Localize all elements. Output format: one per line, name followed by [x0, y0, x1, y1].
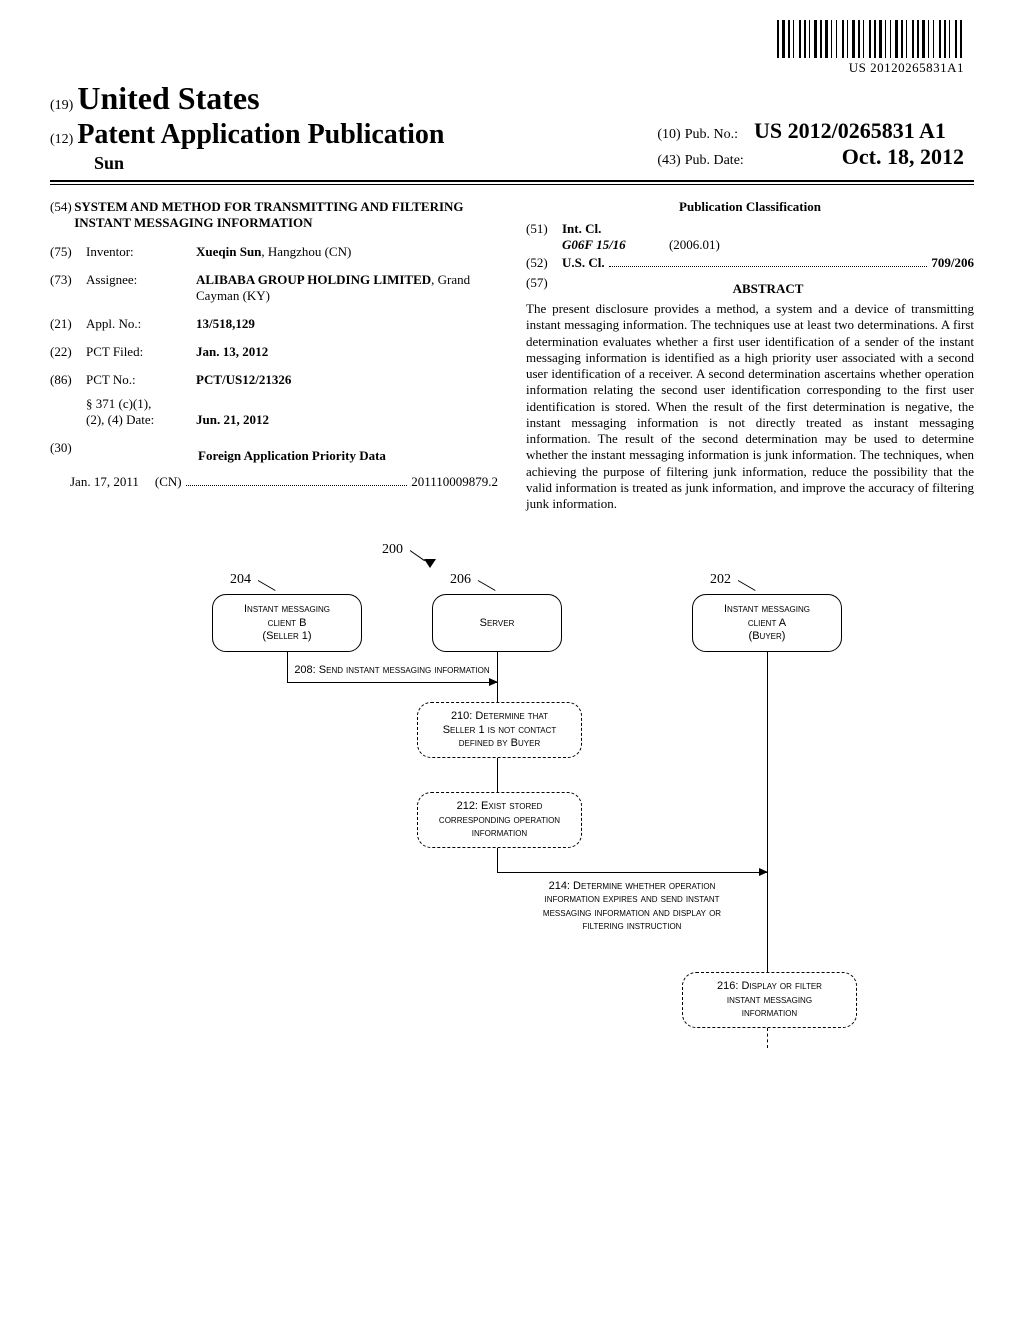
lifeline-a [767, 652, 768, 992]
uscl-label: U.S. Cl. [562, 255, 605, 271]
code-10: (10) [657, 127, 680, 142]
code-73: (73) [50, 272, 86, 304]
foreign-app-no: 201110009879.2 [411, 474, 498, 490]
pub-date-label: Pub. Date: [685, 153, 744, 168]
code-52: (52) [526, 255, 562, 271]
inventor-loc: , Hangzhou (CN) [261, 244, 351, 259]
pct-filed-row: (22) PCT Filed: Jan. 13, 2012 [50, 344, 498, 360]
box-server: Server [432, 594, 562, 652]
code-54: (54) [50, 199, 74, 232]
assignee-row: (73) Assignee: ALIBABA GROUP HOLDING LIM… [50, 272, 498, 304]
ref-204: 204 [230, 572, 251, 588]
pub-date: Oct. 18, 2012 [842, 144, 964, 169]
pct-filed-date: Jan. 13, 2012 [196, 344, 498, 360]
appl-row: (21) Appl. No.: 13/518,129 [50, 316, 498, 332]
dot-leader-2 [609, 257, 928, 267]
dot-leader [186, 475, 408, 485]
barcode-graphic [777, 20, 964, 58]
arrow-214 [497, 872, 767, 873]
rule-thin [50, 184, 974, 185]
inventor-row: (75) Inventor: Xueqin Sun, Hangzhou (CN) [50, 244, 498, 260]
s371-date: Jun. 21, 2012 [196, 412, 498, 428]
code-21: (21) [50, 316, 86, 332]
biblio-columns: (54) SYSTEM AND METHOD FOR TRANSMITTING … [50, 199, 974, 512]
abstract-text: The present disclosure provides a method… [526, 301, 974, 512]
pct-no-label: PCT No.: [86, 372, 196, 388]
box-client-a: Instant messaging client A (Buyer) [692, 594, 842, 652]
ref-206: 206 [450, 572, 471, 588]
lead-202 [738, 580, 756, 591]
pub-info-block: (10) Pub. No.: US 2012/0265831 A1 (43) P… [657, 118, 964, 170]
arrowhead-200 [424, 559, 436, 568]
arrow-208 [287, 682, 497, 683]
code-51: (51) [526, 221, 562, 253]
intcl-date: (2006.01) [669, 237, 720, 252]
box-216: 216: Display or filter instant messaging… [682, 972, 857, 1028]
classification-header: Publication Classification [526, 199, 974, 215]
lead-206 [478, 580, 496, 591]
foreign-country: (CN) [155, 474, 182, 490]
ref-200: 200 [382, 542, 403, 558]
appl-no: 13/518,129 [196, 316, 498, 332]
doc-kind-title: Patent Application Publication [77, 119, 444, 150]
rule-thick [50, 180, 974, 182]
barcode-block: US 20120265831A1 [777, 20, 964, 76]
abstract-hdr-row: (57) ABSTRACT [526, 275, 974, 301]
uscl-value: 709/206 [931, 255, 974, 271]
left-column: (54) SYSTEM AND METHOD FOR TRANSMITTING … [50, 199, 498, 512]
pub-no: US 2012/0265831 A1 [754, 118, 946, 143]
foreign-priority-header: Foreign Application Priority Data [86, 448, 498, 464]
lifeline-server-3 [497, 848, 498, 872]
intcl-label: Int. Cl. [562, 221, 974, 237]
foreign-priority-row: Jan. 17, 2011 (CN) 201110009879.2 [50, 474, 498, 490]
intcl-code: G06F 15/16 [562, 237, 626, 252]
lead-204 [258, 580, 276, 591]
appl-label: Appl. No.: [86, 316, 196, 332]
label-214: 214: Determine whether operation informa… [502, 880, 762, 933]
code-22: (22) [50, 344, 86, 360]
lifeline-server-2 [497, 758, 498, 792]
code-12: (12) [50, 132, 73, 147]
intcl-row: (51) Int. Cl. G06F 15/16 (2006.01) [526, 221, 974, 253]
sequence-diagram: 200 204 Instant messaging client B (Sell… [152, 542, 872, 1102]
box-212: 212: Exist stored corresponding operatio… [417, 792, 582, 848]
uscl-row: (52) U.S. Cl. 709/206 [526, 255, 974, 271]
code-57: (57) [526, 275, 562, 301]
label-208: 208: Send instant messaging information [262, 664, 522, 677]
pct-no-row: (86) PCT No.: PCT/US12/21326 [50, 372, 498, 388]
code-19: (19) [50, 98, 73, 113]
box-client-b: Instant messaging client B (Seller 1) [212, 594, 362, 652]
country-title: United States [77, 80, 259, 116]
code-86: (86) [50, 372, 86, 388]
pct-no: PCT/US12/21326 [196, 372, 498, 388]
abstract-header: ABSTRACT [562, 281, 974, 297]
pct-filed-label: PCT Filed: [86, 344, 196, 360]
assignee-label: Assignee: [86, 272, 196, 304]
ref-202: 202 [710, 572, 731, 588]
invention-title: SYSTEM AND METHOD FOR TRANSMITTING AND F… [74, 199, 498, 232]
code-30: (30) [50, 440, 86, 472]
code-75: (75) [50, 244, 86, 260]
lifeline-a-dash [767, 1028, 768, 1048]
s371-label: § 371 (c)(1), (2), (4) Date: [86, 396, 196, 428]
inventor-name: Xueqin Sun [196, 244, 261, 259]
box-210: 210: Determine that Seller 1 is not cont… [417, 702, 582, 758]
s371-row: § 371 (c)(1), (2), (4) Date: Jun. 21, 20… [50, 396, 498, 428]
code-43: (43) [657, 153, 680, 168]
lead-200 [410, 550, 425, 561]
title-row: (54) SYSTEM AND METHOD FOR TRANSMITTING … [50, 199, 498, 232]
foreign-date: Jan. 17, 2011 [70, 474, 139, 490]
right-column: Publication Classification (51) Int. Cl.… [526, 199, 974, 512]
barcode-text: US 20120265831A1 [777, 60, 964, 76]
pub-no-label: Pub. No.: [685, 127, 738, 142]
header: (19) United States (12) Patent Applicati… [50, 80, 974, 185]
foreign-hdr-row: (30) Foreign Application Priority Data [50, 440, 498, 472]
inventor-label: Inventor: [86, 244, 196, 260]
assignee-name: ALIBABA GROUP HOLDING LIMITED [196, 272, 431, 287]
